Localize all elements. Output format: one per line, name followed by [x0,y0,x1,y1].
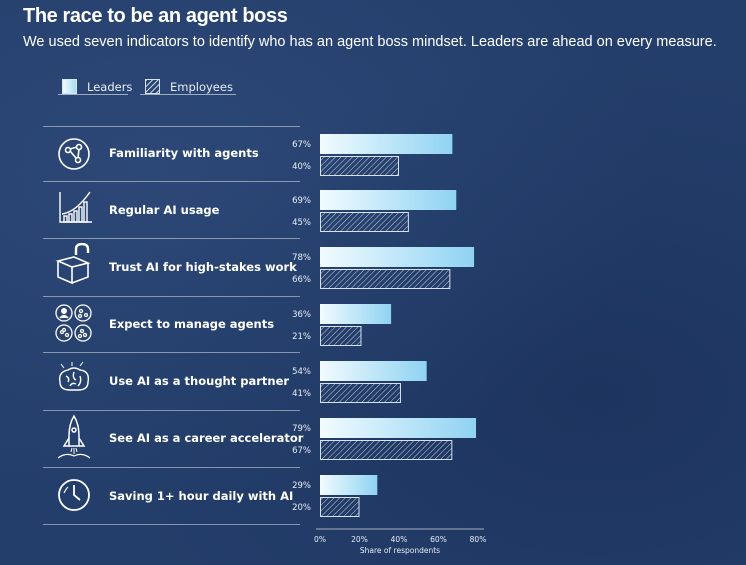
data-label-employees: 40% [292,162,311,172]
bar-employees [320,383,401,403]
row-label: Familiarity with agents [109,146,259,160]
rocket-icon [52,414,96,459]
data-label-employees: 41% [292,389,311,399]
bar-leaders [320,418,477,438]
data-label-leaders: 78% [292,253,311,263]
row-separator [43,126,300,127]
data-label-leaders: 29% [292,481,311,491]
x-tick-label: 40% [391,535,408,544]
row-label: Regular AI usage [109,203,220,217]
legend-underline-employees [140,94,236,95]
data-label-employees: 21% [292,332,311,342]
bar-employees [320,212,409,232]
row-label: Saving 1+ hour daily with AI [109,489,294,503]
row-label: Trust AI for high-stakes work [109,260,297,274]
bar-leaders [320,361,427,381]
x-tick-label: 80% [470,535,487,544]
bar-employees [320,440,453,460]
bar-employees [320,497,360,517]
team-agents-icon [52,302,96,346]
brain-icon [52,358,96,402]
bar-leaders [320,304,392,324]
row-label: Use AI as a thought partner [109,374,290,388]
x-tick-label: 60% [430,535,447,544]
row-separator [43,352,300,353]
bar-employees [320,269,451,289]
data-label-leaders: 69% [292,196,311,206]
unlocked-box-icon [52,242,96,287]
row-separator [43,524,300,525]
legend-label-leaders: Leaders [87,80,133,94]
bar-leaders [320,475,378,495]
data-label-leaders: 36% [292,310,311,320]
chart-title: The race to be an agent boss [23,5,288,27]
clock-icon [52,473,96,517]
bar-growth-icon [52,186,96,230]
x-axis-label: Share of respondents [360,546,440,555]
legend-underline-leaders [58,94,128,95]
legend-swatch-leaders [62,79,77,94]
network-icon [52,132,96,176]
data-label-employees: 20% [292,503,311,513]
bar-leaders [320,190,457,210]
legend-label-employees: Employees [170,80,233,94]
row-separator [43,181,300,182]
bar-employees [320,156,399,176]
data-label-employees: 66% [292,275,311,285]
row-separator [43,296,300,297]
bar-leaders [320,247,475,267]
row-separator [43,467,300,468]
data-label-employees: 67% [292,446,311,456]
bar-leaders [320,134,453,154]
row-label: Expect to manage agents [109,317,275,331]
x-tick-label: 0% [314,535,326,544]
data-label-employees: 45% [292,218,311,228]
data-label-leaders: 54% [292,367,311,377]
row-separator [43,410,300,411]
row-label: See AI as a career accelerator [109,431,304,445]
x-tick-label: 20% [351,535,368,544]
legend-swatch-employees [145,79,160,94]
data-label-leaders: 67% [292,140,311,150]
data-label-leaders: 79% [292,424,311,434]
row-separator [43,238,300,239]
bar-employees [320,326,362,346]
chart-subtitle: We used seven indicators to identify who… [23,34,717,50]
